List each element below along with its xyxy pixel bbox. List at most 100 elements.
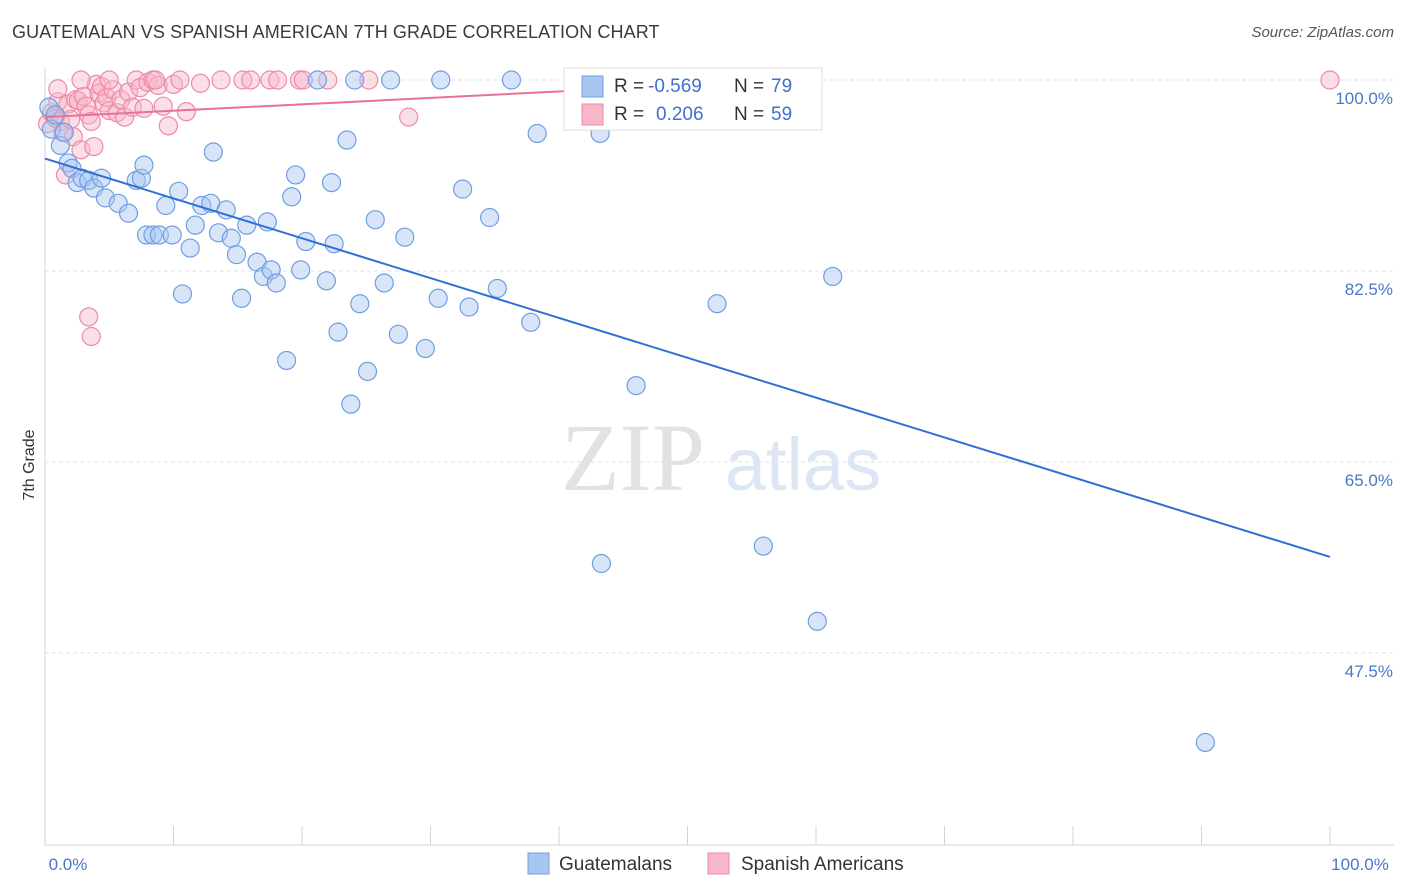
point-guatemalans	[316, 271, 337, 291]
point-guatemalans	[381, 70, 401, 90]
legend-r-value-2: 0.206	[656, 104, 704, 125]
point-guatemalans	[282, 187, 302, 207]
legend-r-value-1: -0.569	[648, 76, 702, 97]
bottom-legend-spanish-americans: Spanish Americans	[741, 854, 904, 875]
point-guatemalans	[388, 324, 408, 344]
point-spanish-americans	[293, 70, 313, 90]
point-guatemalans	[291, 260, 311, 280]
point-guatemalans	[753, 536, 773, 556]
point-spanish-americans	[81, 111, 101, 132]
point-guatemalans	[172, 284, 193, 304]
chart-source: Source: ZipAtlas.com	[1251, 24, 1394, 41]
point-guatemalans	[208, 223, 229, 243]
bottom-legend: Guatemalans Spanish Americans	[527, 852, 904, 875]
point-guatemalans	[143, 225, 163, 245]
point-spanish-americans	[260, 70, 280, 90]
point-guatemalans	[307, 70, 328, 90]
point-guatemalans	[395, 227, 415, 247]
point-spanish-americans	[170, 70, 190, 90]
point-guatemalans	[480, 207, 500, 228]
legend-r-label-2: R =	[614, 104, 644, 125]
point-guatemalans	[324, 234, 344, 254]
axes	[44, 68, 1394, 846]
point-guatemalans	[185, 215, 205, 235]
point-guatemalans	[521, 312, 541, 332]
point-spanish-americans	[91, 76, 112, 97]
point-guatemalans	[591, 553, 612, 574]
grid-lines	[45, 79, 1394, 654]
point-spanish-americans	[79, 307, 99, 327]
legend-n-value-2: 59	[771, 104, 792, 125]
watermark-zip: ZIP	[561, 404, 705, 511]
x-tick-labels: 0.0% 100.0%	[49, 855, 1389, 874]
point-guatemalans	[285, 165, 306, 185]
bottom-legend-guatemalans: Guatemalans	[559, 854, 672, 875]
point-spanish-americans	[71, 70, 91, 90]
point-guatemalans	[345, 70, 365, 90]
watermark-atlas: atlas	[725, 423, 881, 506]
legend-swatch-pink	[581, 103, 604, 126]
point-guatemalans	[453, 179, 473, 199]
trend-line-guatemalans	[44, 157, 1331, 558]
point-guatemalans	[266, 273, 286, 293]
point-guatemalans	[45, 105, 65, 125]
chart-title: GUATEMALAN VS SPANISH AMERICAN 7TH GRADE…	[12, 22, 660, 42]
point-spanish-americans	[103, 80, 123, 100]
point-guatemalans	[459, 297, 479, 317]
point-guatemalans	[501, 70, 522, 90]
point-guatemalans	[357, 361, 378, 382]
y-tick-label: 65.0%	[1345, 471, 1393, 490]
point-spanish-americans	[145, 70, 166, 90]
legend-n-value-1: 79	[771, 76, 792, 97]
y-tick-label: 47.5%	[1345, 662, 1393, 681]
y-axis-label: 7th Grade	[21, 429, 38, 500]
point-spanish-americans	[318, 70, 338, 90]
point-guatemalans	[1195, 732, 1215, 753]
point-guatemalans	[62, 158, 82, 179]
point-guatemalans	[807, 611, 827, 631]
point-guatemalans	[95, 188, 115, 208]
bottom-legend-swatch-spanish-americans	[707, 852, 730, 875]
point-guatemalans	[134, 155, 154, 175]
point-guatemalans	[321, 172, 342, 193]
x-tick-label-min: 0.0%	[49, 855, 88, 874]
point-spanish-americans	[241, 70, 261, 90]
point-spanish-americans	[158, 116, 178, 136]
point-guatemalans	[626, 376, 646, 396]
point-guatemalans	[428, 288, 448, 308]
point-guatemalans	[415, 338, 435, 359]
y-tick-labels: 100.0% 82.5% 65.0% 47.5%	[1335, 89, 1393, 681]
point-guatemalans	[707, 294, 727, 314]
series-spanish-americans	[37, 70, 1340, 347]
legend-n-label-2: N =	[734, 104, 764, 125]
point-guatemalans	[108, 193, 128, 213]
legend-n-label-1: N =	[734, 76, 764, 97]
point-spanish-americans	[399, 107, 419, 127]
legend-swatch-blue	[581, 75, 604, 98]
point-guatemalans	[203, 142, 223, 162]
watermark: ZIP atlas	[561, 404, 881, 511]
point-guatemalans	[337, 130, 357, 150]
point-guatemalans	[221, 228, 241, 248]
point-spanish-americans	[1320, 70, 1340, 90]
point-spanish-americans	[233, 70, 253, 90]
x-tick-label-max: 100.0%	[1331, 855, 1389, 874]
point-spanish-americans	[81, 326, 101, 347]
point-guatemalans	[276, 350, 297, 371]
point-guatemalans	[156, 195, 176, 216]
point-guatemalans	[527, 123, 547, 144]
point-guatemalans	[341, 394, 361, 414]
point-guatemalans	[328, 322, 348, 342]
point-spanish-americans	[48, 79, 68, 99]
legend: R = -0.569 N = 79 R = 0.206 N = 59	[563, 67, 823, 131]
point-spanish-americans	[99, 70, 119, 90]
legend-r-label-1: R =	[614, 76, 644, 97]
point-guatemalans	[374, 273, 394, 293]
point-spanish-americans	[359, 70, 379, 90]
point-guatemalans	[431, 70, 451, 90]
point-guatemalans	[365, 210, 385, 230]
point-spanish-americans	[190, 73, 211, 93]
point-guatemalans	[487, 278, 507, 299]
point-spanish-americans	[118, 82, 139, 102]
